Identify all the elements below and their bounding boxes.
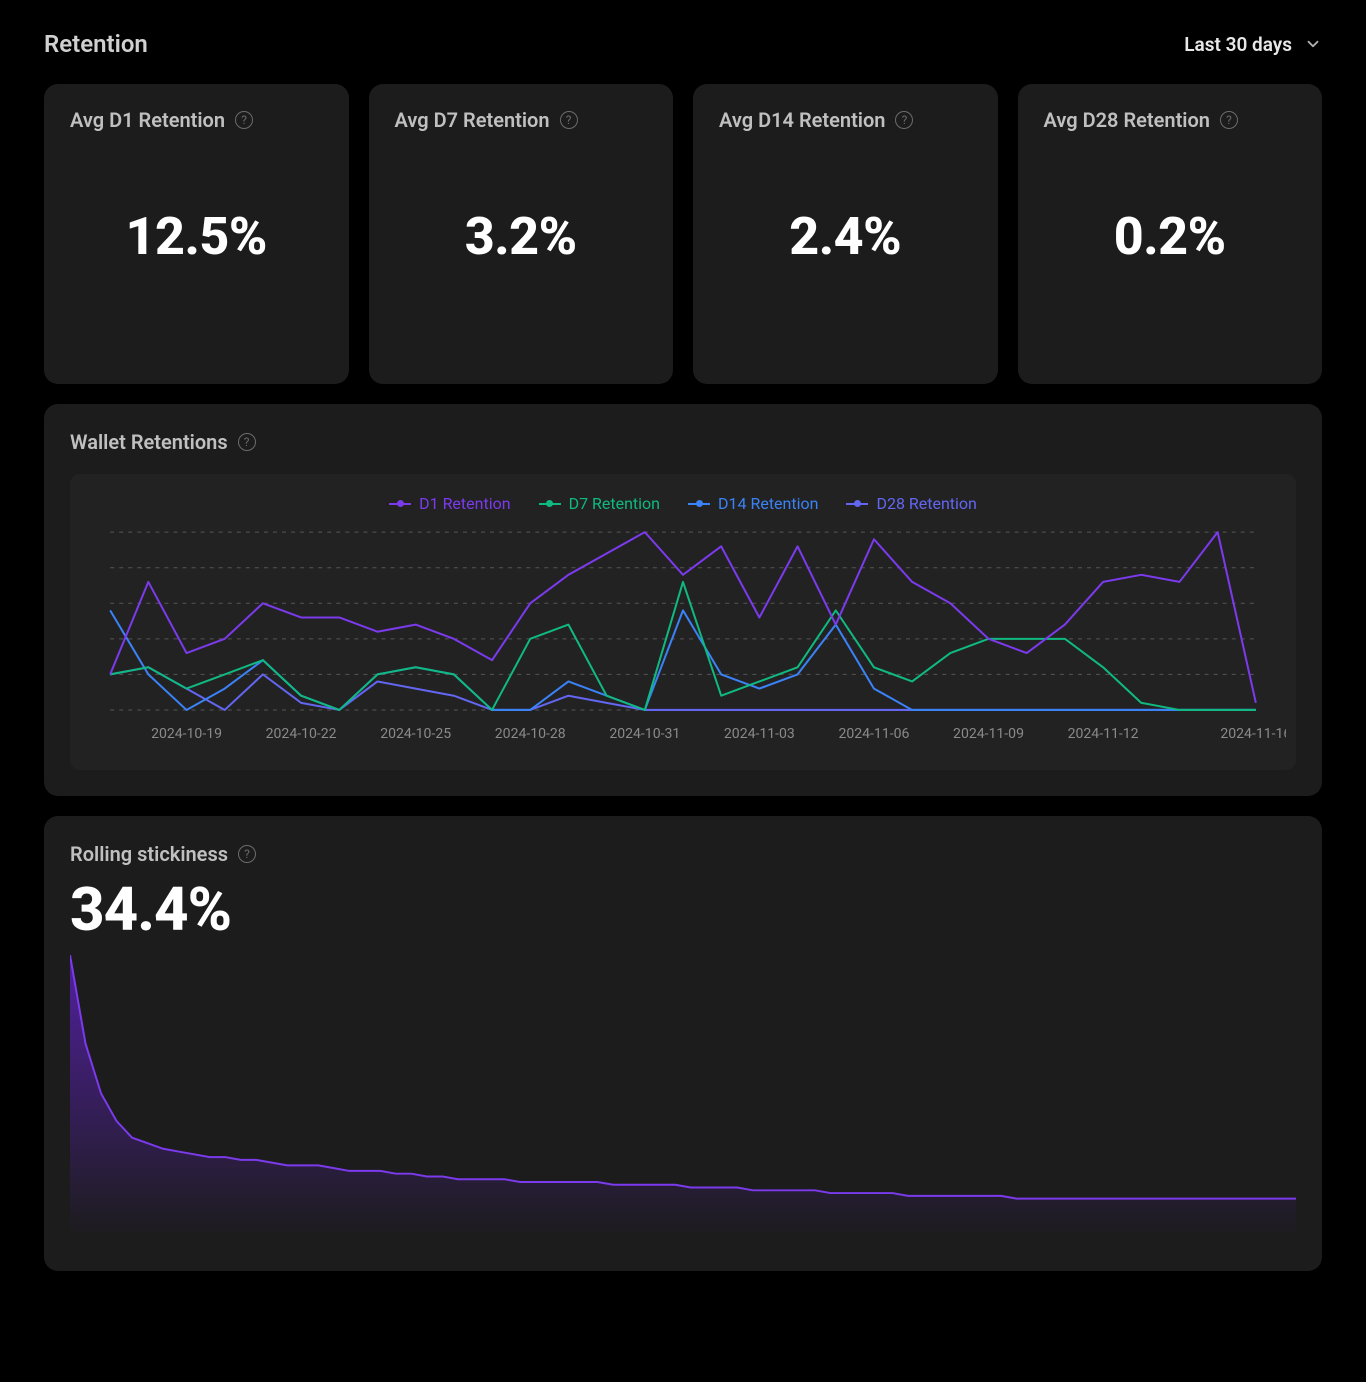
svg-text:2024-10-22: 2024-10-22 [266,726,337,742]
rolling-stickiness-chart [70,955,1296,1235]
metric-value: 0.2% [1044,132,1297,360]
help-icon[interactable]: ? [895,111,913,129]
rolling-stickiness-value: 34.4% [70,874,1296,945]
legend-marker-icon [688,499,710,509]
legend-item: D14 Retention [688,494,818,513]
date-range-picker[interactable]: Last 30 days [1184,33,1322,56]
svg-text:2024-11-12: 2024-11-12 [1068,726,1139,742]
metric-value: 3.2% [395,132,648,360]
legend-item: D28 Retention [846,494,976,513]
legend-label: D28 Retention [876,494,976,513]
help-icon[interactable]: ? [235,111,253,129]
help-icon[interactable]: ? [238,845,256,863]
legend-label: D1 Retention [419,494,510,513]
svg-text:2024-11-03: 2024-11-03 [724,726,795,742]
svg-text:2024-10-25: 2024-10-25 [380,726,451,742]
svg-text:2024-11-16: 2024-11-16 [1220,726,1286,742]
svg-text:2024-11-06: 2024-11-06 [838,726,909,742]
wallet-retentions-title: Wallet Retentions [70,430,228,454]
legend-label: D7 Retention [569,494,660,513]
help-icon[interactable]: ? [560,111,578,129]
svg-text:2024-10-19: 2024-10-19 [151,726,222,742]
legend-marker-icon [389,499,411,509]
legend-marker-icon [539,499,561,509]
legend-label: D14 Retention [718,494,818,513]
metric-card: Avg D7 Retention? 3.2% [369,84,674,384]
svg-text:2024-10-31: 2024-10-31 [609,726,680,742]
metric-label: Avg D14 Retention [719,108,885,132]
help-icon[interactable]: ? [1220,111,1238,129]
help-icon[interactable]: ? [238,433,256,451]
wallet-retentions-chart: D1 Retention D7 Retention D14 Retention D28… [70,474,1296,770]
chevron-down-icon [1304,35,1322,53]
metric-label: Avg D7 Retention [395,108,550,132]
metric-value: 2.4% [719,132,972,360]
metric-label: Avg D28 Retention [1044,108,1210,132]
metric-card: Avg D1 Retention? 12.5% [44,84,349,384]
legend-item: D1 Retention [389,494,510,513]
svg-text:2024-11-09: 2024-11-09 [953,726,1024,742]
wallet-retentions-card: Wallet Retentions ? D1 Retention D7 Reten… [44,404,1322,796]
metric-label: Avg D1 Retention [70,108,225,132]
legend-item: D7 Retention [539,494,660,513]
legend-marker-icon [846,499,868,509]
metric-card: Avg D14 Retention? 2.4% [693,84,998,384]
rolling-stickiness-title: Rolling stickiness [70,842,228,866]
date-range-label: Last 30 days [1184,33,1292,56]
rolling-stickiness-card: Rolling stickiness ? 34.4% [44,816,1322,1271]
metric-value: 12.5% [70,132,323,360]
svg-text:2024-10-28: 2024-10-28 [495,726,566,742]
page-title: Retention [44,30,148,58]
metric-card: Avg D28 Retention? 0.2% [1018,84,1323,384]
